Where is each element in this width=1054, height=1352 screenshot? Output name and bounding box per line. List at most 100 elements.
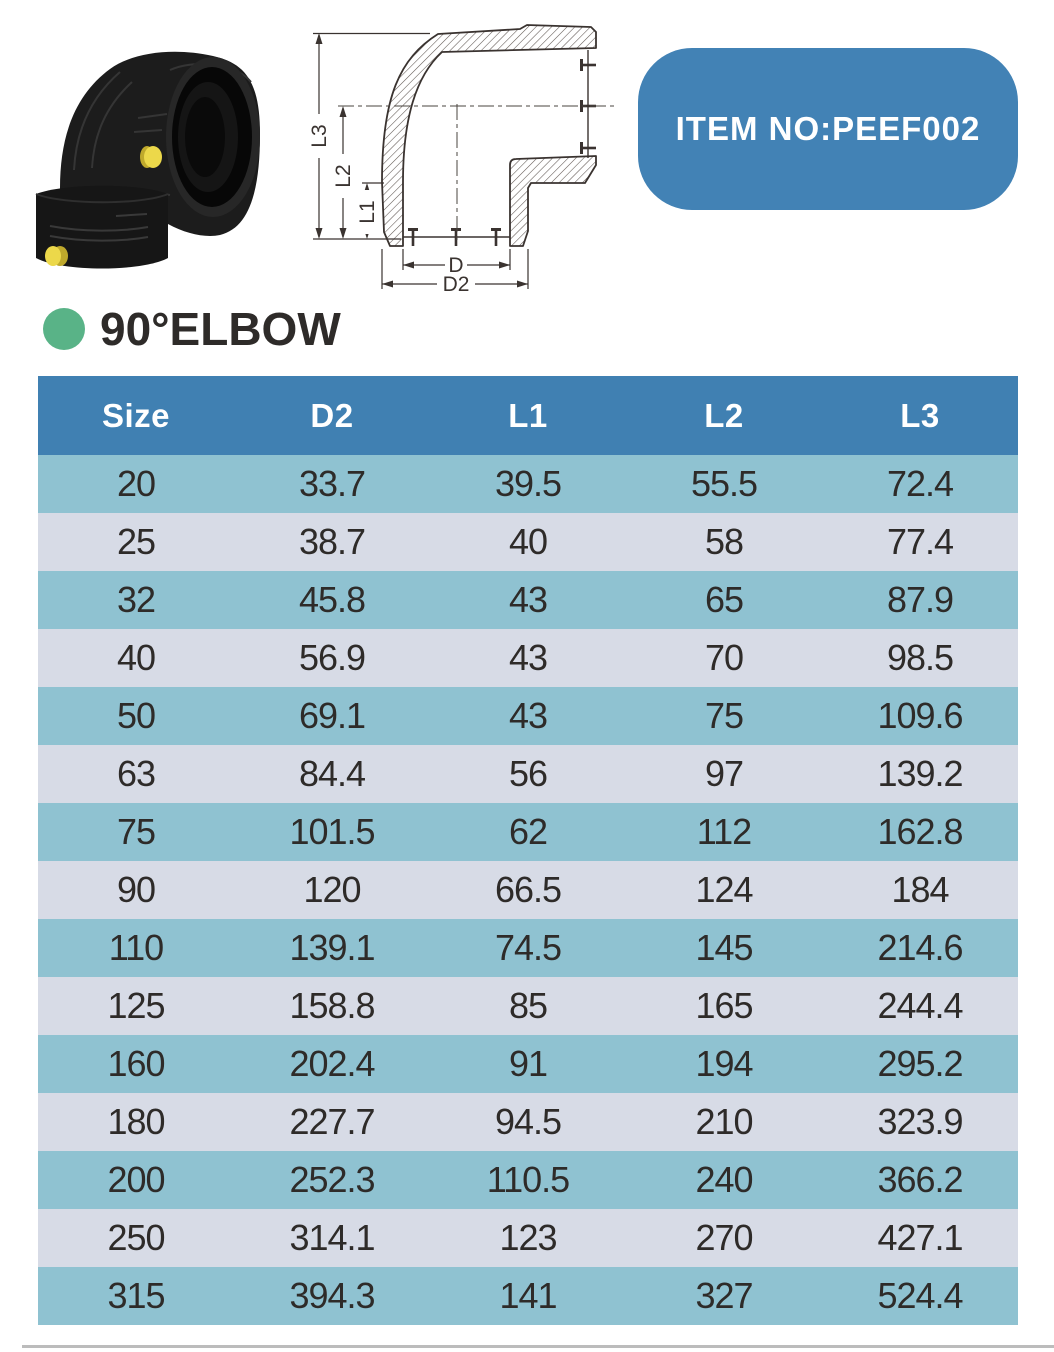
table-cell: 39.5 bbox=[430, 455, 626, 513]
dim-label-l3: L3 bbox=[308, 124, 331, 147]
table-cell: 227.7 bbox=[234, 1093, 430, 1151]
table-cell: 141 bbox=[430, 1267, 626, 1325]
table-cell: 38.7 bbox=[234, 513, 430, 571]
column-header-l1: L1 bbox=[430, 376, 626, 455]
table-cell: 202.4 bbox=[234, 1035, 430, 1093]
table-cell: 62 bbox=[430, 803, 626, 861]
product-photo bbox=[35, 51, 260, 269]
dim-label-d: D bbox=[448, 254, 463, 277]
table-cell: 110.5 bbox=[430, 1151, 626, 1209]
table-cell: 45.8 bbox=[234, 571, 430, 629]
table-cell: 85 bbox=[430, 977, 626, 1035]
table-cell: 139.1 bbox=[234, 919, 430, 977]
dimensions-table: Size D2 L1 L2 L3 20 33.7 39.5 55.5 72.4 … bbox=[38, 376, 1018, 1325]
table-row: 20 33.7 39.5 55.5 72.4 bbox=[38, 455, 1018, 513]
table-cell: 244.4 bbox=[822, 977, 1018, 1035]
table-row: 75 101.5 62 112 162.8 bbox=[38, 803, 1018, 861]
table-cell: 72.4 bbox=[822, 455, 1018, 513]
table-cell: 240 bbox=[626, 1151, 822, 1209]
elbow-bottom-socket bbox=[36, 185, 168, 269]
table-row: 180 227.7 94.5 210 323.9 bbox=[38, 1093, 1018, 1151]
table-row: 63 84.4 56 97 139.2 bbox=[38, 745, 1018, 803]
table-cell: 124 bbox=[626, 861, 822, 919]
section-heading: 90°ELBOW bbox=[43, 303, 341, 355]
table-cell: 43 bbox=[430, 629, 626, 687]
table-cell: 427.1 bbox=[822, 1209, 1018, 1267]
table-cell: 109.6 bbox=[822, 687, 1018, 745]
table-cell: 327 bbox=[626, 1267, 822, 1325]
fusion-terminal-icon bbox=[580, 59, 596, 154]
green-dot-icon bbox=[43, 308, 85, 350]
table-cell: 162.8 bbox=[822, 803, 1018, 861]
table-cell: 315 bbox=[38, 1267, 234, 1325]
table-cell: 65 bbox=[626, 571, 822, 629]
table-cell: 33.7 bbox=[234, 455, 430, 513]
table-cell: 252.3 bbox=[234, 1151, 430, 1209]
table-cell: 40 bbox=[430, 513, 626, 571]
table-cell: 98.5 bbox=[822, 629, 1018, 687]
terminal-pin-icon bbox=[45, 246, 68, 266]
table-cell: 70 bbox=[626, 629, 822, 687]
table-cell: 58 bbox=[626, 513, 822, 571]
table-cell: 120 bbox=[234, 861, 430, 919]
table-row: 90 120 66.5 124 184 bbox=[38, 861, 1018, 919]
table-cell: 110 bbox=[38, 919, 234, 977]
table-cell: 69.1 bbox=[234, 687, 430, 745]
table-cell: 50 bbox=[38, 687, 234, 745]
table-cell: 314.1 bbox=[234, 1209, 430, 1267]
table-cell: 97 bbox=[626, 745, 822, 803]
table-row: 110 139.1 74.5 145 214.6 bbox=[38, 919, 1018, 977]
column-header-l3: L3 bbox=[822, 376, 1018, 455]
table-cell: 77.4 bbox=[822, 513, 1018, 571]
table-cell: 43 bbox=[430, 571, 626, 629]
table-cell: 160 bbox=[38, 1035, 234, 1093]
table-cell: 158.8 bbox=[234, 977, 430, 1035]
table-cell: 43 bbox=[430, 687, 626, 745]
table-cell: 366.2 bbox=[822, 1151, 1018, 1209]
table-row: 125 158.8 85 165 244.4 bbox=[38, 977, 1018, 1035]
table-cell: 200 bbox=[38, 1151, 234, 1209]
item-number-text: ITEM NO:PEEF002 bbox=[675, 110, 981, 147]
table-cell: 112 bbox=[626, 803, 822, 861]
table-cell: 75 bbox=[38, 803, 234, 861]
table-cell: 20 bbox=[38, 455, 234, 513]
dim-label-l2: L2 bbox=[332, 164, 355, 187]
table-cell: 56 bbox=[430, 745, 626, 803]
table-cell: 165 bbox=[626, 977, 822, 1035]
table-cell: 180 bbox=[38, 1093, 234, 1151]
column-header-l2: L2 bbox=[626, 376, 822, 455]
table-cell: 40 bbox=[38, 629, 234, 687]
page-title: 90°ELBOW bbox=[100, 303, 341, 355]
fusion-terminal-icon bbox=[408, 228, 501, 246]
dim-label-d2: D2 bbox=[443, 273, 470, 296]
table-cell: 184 bbox=[822, 861, 1018, 919]
table-cell: 123 bbox=[430, 1209, 626, 1267]
table-cell: 323.9 bbox=[822, 1093, 1018, 1151]
table-cell: 25 bbox=[38, 513, 234, 571]
table-cell: 75 bbox=[626, 687, 822, 745]
dim-label-l1: L1 bbox=[356, 200, 379, 223]
table-cell: 101.5 bbox=[234, 803, 430, 861]
column-header-d2: D2 bbox=[234, 376, 430, 455]
table-cell: 56.9 bbox=[234, 629, 430, 687]
table-cell: 145 bbox=[626, 919, 822, 977]
technical-drawing: L3 L2 L1 D D2 bbox=[308, 24, 614, 296]
table-cell: 55.5 bbox=[626, 455, 822, 513]
table-cell: 295.2 bbox=[822, 1035, 1018, 1093]
table-row: 250 314.1 123 270 427.1 bbox=[38, 1209, 1018, 1267]
table-header-row: Size D2 L1 L2 L3 bbox=[38, 376, 1018, 455]
table-cell: 270 bbox=[626, 1209, 822, 1267]
table-cell: 94.5 bbox=[430, 1093, 626, 1151]
table-row: 25 38.7 40 58 77.4 bbox=[38, 513, 1018, 571]
table-row: 315 394.3 141 327 524.4 bbox=[38, 1267, 1018, 1325]
table-cell: 63 bbox=[38, 745, 234, 803]
table-cell: 74.5 bbox=[430, 919, 626, 977]
table-cell: 524.4 bbox=[822, 1267, 1018, 1325]
table-cell: 32 bbox=[38, 571, 234, 629]
table-cell: 394.3 bbox=[234, 1267, 430, 1325]
elbow-section-walls bbox=[381, 24, 597, 247]
footer-divider bbox=[22, 1345, 1054, 1348]
terminal-pin-icon bbox=[140, 146, 162, 168]
table-row: 50 69.1 43 75 109.6 bbox=[38, 687, 1018, 745]
